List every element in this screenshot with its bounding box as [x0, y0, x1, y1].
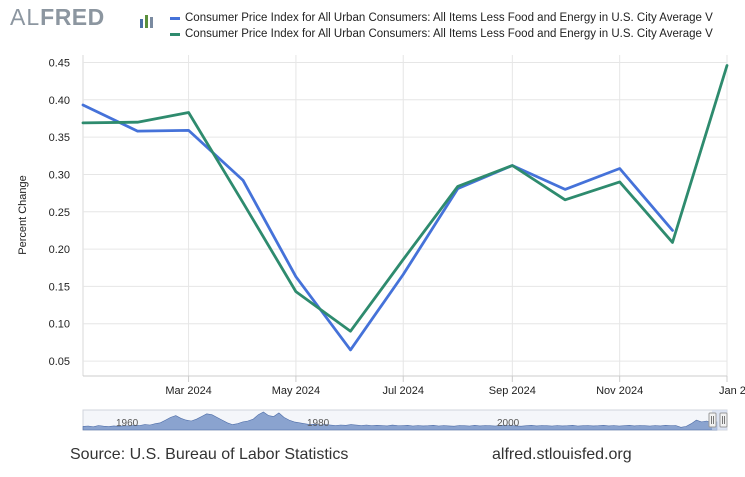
logo-text-fred: FRED: [40, 4, 105, 30]
x-tick-label: Mar 2024: [165, 385, 211, 397]
y-tick-label: 0.10: [49, 319, 70, 331]
navigator-label: 2000: [497, 418, 520, 429]
legend-item-series-2[interactable]: Consumer Price Index for All Urban Consu…: [170, 26, 745, 42]
x-tick-label: Jan 2025: [719, 385, 745, 397]
axes: 0.05 0.10 0.15 0.20 0.25 0.30 0.35 0.40 0.45 Mar …: [49, 57, 745, 397]
grid-lines: [82, 55, 728, 376]
y-tick-label: 0.35: [49, 132, 70, 144]
navigator-label: 1980: [307, 418, 330, 429]
legend-swatch-series-1: [170, 16, 180, 20]
chart-legend: Consumer Price Index for All Urban Consu…: [170, 10, 745, 42]
y-tick-label: 0.20: [49, 244, 70, 256]
y-tick-label: 0.15: [49, 281, 70, 293]
x-tick-label: May 2024: [272, 385, 320, 397]
logo-bars-icon: [140, 15, 153, 28]
x-tick-label: Jul 2024: [382, 385, 424, 397]
alfred-logo[interactable]: ALFRED: [10, 4, 153, 34]
x-tick-label: Nov 2024: [596, 385, 643, 397]
y-tick-label: 0.30: [49, 169, 70, 181]
legend-item-series-1[interactable]: Consumer Price Index for All Urban Consu…: [170, 10, 745, 26]
navigator-area: [82, 411, 718, 431]
navigator-handle[interactable]: [708, 412, 717, 428]
y-tick-label: 0.45: [49, 57, 70, 69]
y-tick-label: 0.25: [49, 207, 70, 219]
y-axis-label: Percent Change: [17, 175, 29, 255]
series-line-1: [81, 103, 674, 352]
chart: 0.05 0.10 0.15 0.20 0.25 0.30 0.35 0.40 0.45 Mar …: [17, 55, 745, 431]
logo-text-al: AL: [10, 4, 41, 30]
series-lines: [81, 64, 729, 352]
footer: Source: U.S. Bureau of Labor Statistics …: [0, 446, 745, 468]
source-note: Source: U.S. Bureau of Labor Statistics: [70, 446, 349, 463]
legend-label-series-2: Consumer Price Index for All Urban Consu…: [185, 28, 713, 40]
navigator-label: 1960: [116, 418, 139, 429]
site-link[interactable]: alfred.stlouisfed.org: [492, 446, 632, 463]
y-tick-label: 0.40: [49, 95, 70, 107]
x-tick-label: Sep 2024: [489, 385, 536, 397]
y-tick-label: 0.05: [49, 356, 70, 368]
legend-swatch-series-2: [170, 32, 180, 36]
series-line-2: [81, 64, 729, 333]
range-navigator[interactable]: 1960 1980 2000: [82, 409, 728, 431]
legend-label-series-1: Consumer Price Index for All Urban Consu…: [185, 12, 713, 24]
navigator-handle[interactable]: [719, 412, 728, 428]
